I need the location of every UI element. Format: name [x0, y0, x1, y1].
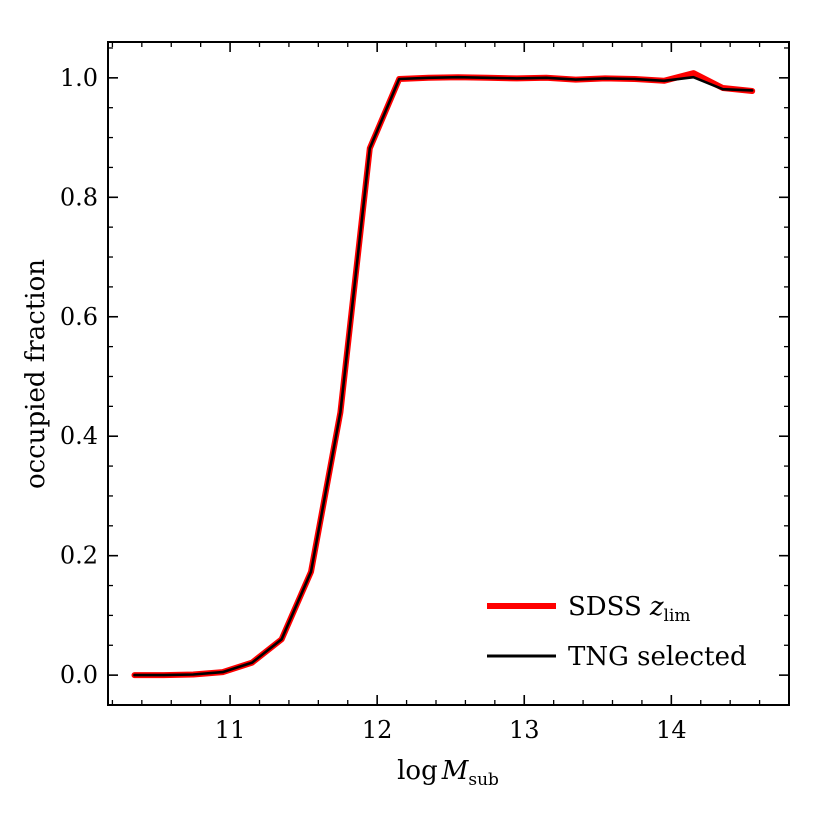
x-axis-label-symbol: M	[441, 756, 470, 786]
y-tick-label: 0.0	[60, 661, 98, 689]
x-tick-label: 11	[215, 716, 246, 744]
x-axis-label-subscript: sub	[468, 770, 499, 790]
y-tick-label: 0.6	[60, 303, 98, 331]
series-line-sdss	[131, 70, 756, 679]
y-axis-label: occupied fraction	[21, 259, 51, 489]
legend-label-sdss: SDSS zlim	[568, 592, 691, 626]
legend-label-sdss-subscript: lim	[664, 606, 691, 626]
x-tick-label: 12	[362, 716, 393, 744]
x-tick-label: 13	[509, 716, 540, 744]
y-tick-label: 0.4	[60, 422, 98, 450]
x-axis-label: log Msub	[397, 756, 499, 790]
legend-label-sdss-text: SDSS	[568, 592, 642, 622]
plot-frame	[107, 41, 790, 706]
legend: SDSS zlim TNG selected	[487, 592, 747, 672]
y-tick-label: 0.8	[60, 183, 98, 211]
x-tick-label: 14	[656, 716, 687, 744]
x-axis-label-text: log	[397, 756, 438, 786]
legend-label-tng: TNG selected	[568, 642, 747, 672]
series-lines	[131, 70, 756, 679]
major-ticks	[108, 42, 789, 705]
tick-labels: 11 12 13 14 0.0 0.2 0.4 0.6 0.8 1.0	[60, 64, 687, 744]
y-tick-label: 0.2	[60, 542, 98, 570]
series-line-tng-selected	[133, 75, 754, 677]
y-tick-label: 1.0	[60, 64, 98, 92]
legend-label-sdss-symbol: z	[649, 592, 664, 622]
